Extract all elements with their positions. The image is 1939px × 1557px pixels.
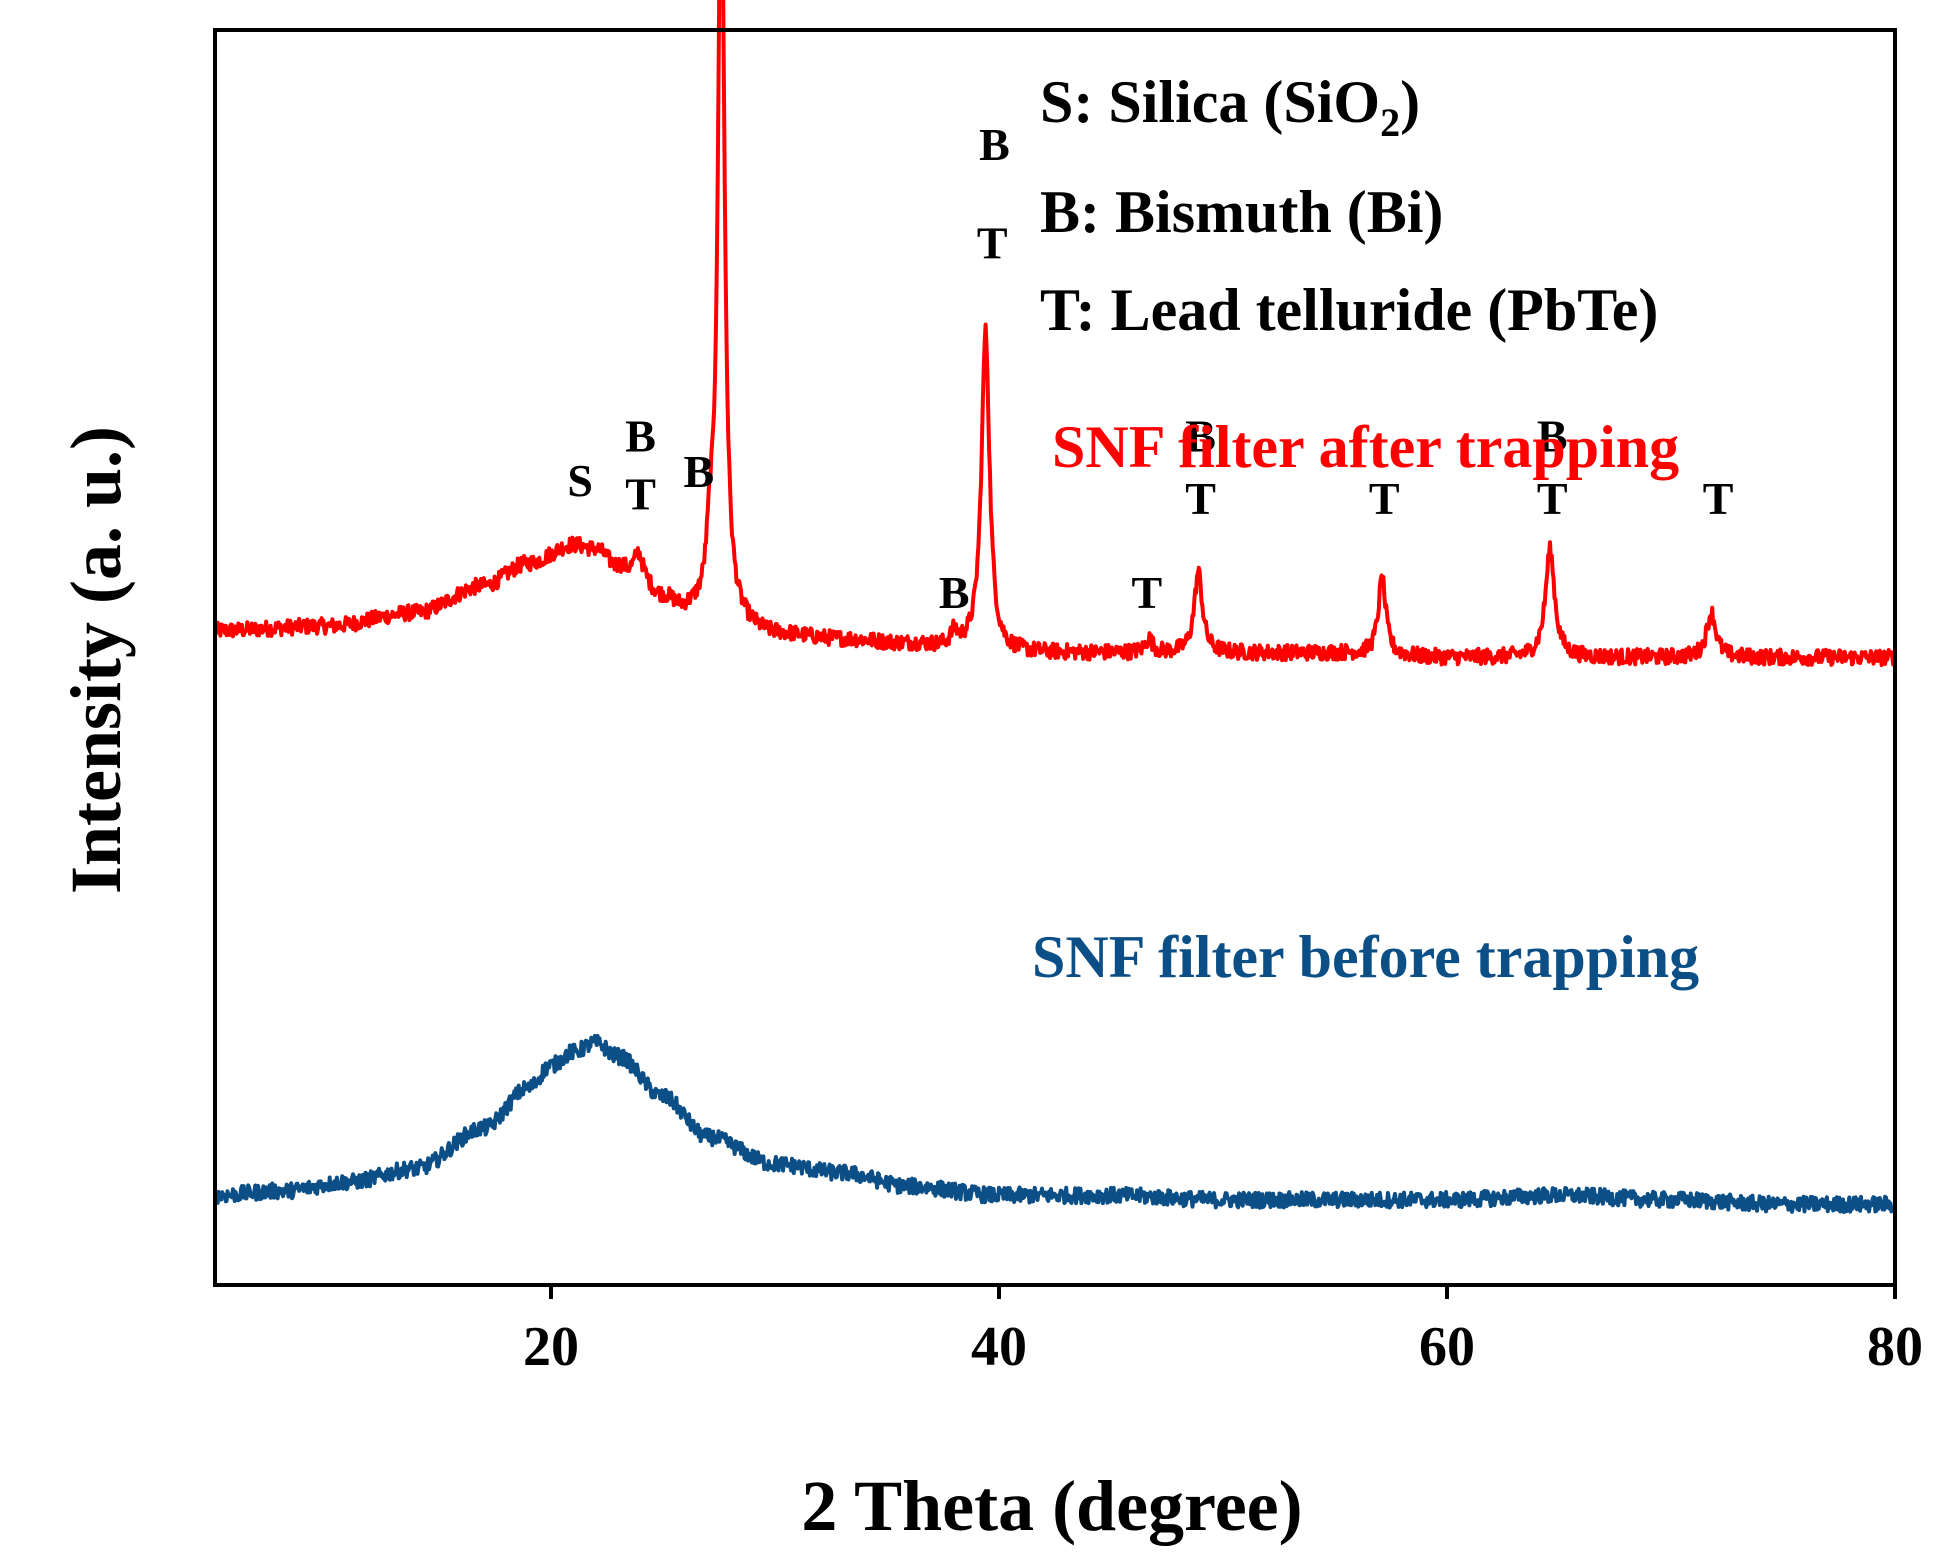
peak-label: B bbox=[1185, 410, 1216, 461]
peak-label: T bbox=[1537, 473, 1568, 524]
peak-label: T bbox=[1185, 473, 1216, 524]
legend-entry: T: Lead telluride (PbTe) bbox=[1040, 277, 1658, 343]
peak-label: B bbox=[625, 410, 656, 461]
series-label-after-trapping: SNF filter after trapping bbox=[1052, 414, 1679, 480]
y-axis-label: Intensity (a. u.) bbox=[56, 426, 136, 894]
peak-label: T bbox=[1131, 567, 1162, 618]
peak-label: B bbox=[1537, 410, 1568, 461]
peak-label: B bbox=[683, 446, 714, 497]
peak-label: B bbox=[939, 567, 970, 618]
peak-label: T bbox=[625, 469, 656, 520]
plot-frame bbox=[213, 28, 1897, 1287]
legend-suffix: ) bbox=[1400, 69, 1420, 135]
x-tick-label: 20 bbox=[523, 1316, 579, 1378]
x-tick-label: 60 bbox=[1419, 1316, 1475, 1378]
legend-entry: B: Bismuth (Bi) bbox=[1040, 179, 1443, 245]
legend-name: Bismuth (Bi) bbox=[1115, 179, 1443, 245]
peak-label: T bbox=[1703, 473, 1734, 524]
legend-subscript: 2 bbox=[1380, 100, 1400, 145]
peak-label: B bbox=[979, 119, 1010, 170]
series-label-before-trapping: SNF filter before trapping bbox=[1032, 924, 1699, 990]
x-ticks: 20 40 60 80 bbox=[523, 1285, 1923, 1378]
legend-key: T: bbox=[1040, 277, 1111, 343]
peak-label: T bbox=[1369, 473, 1400, 524]
legend-name: Silica (SiO bbox=[1108, 69, 1380, 135]
legend-key: B: bbox=[1040, 179, 1115, 245]
legend-key: S: bbox=[1040, 69, 1108, 135]
x-tick-label: 80 bbox=[1867, 1316, 1923, 1378]
legend-entry: S: Silica (SiO2) bbox=[1040, 69, 1420, 145]
peak-label: S bbox=[567, 455, 593, 506]
x-tick-label: 40 bbox=[971, 1316, 1027, 1378]
series-line-1 bbox=[213, 1033, 1897, 1214]
peak-annotations: STBBTBTBTTBTTBT bbox=[567, 119, 1734, 618]
series-layer bbox=[213, 0, 1897, 1214]
legend: S: Silica (SiO2)B: Bismuth (Bi)T: Lead t… bbox=[1040, 69, 1658, 343]
legend-name: Lead telluride (PbTe) bbox=[1111, 277, 1659, 343]
x-axis-label: 2 Theta (degree) bbox=[801, 1466, 1302, 1546]
series-line-0 bbox=[213, 0, 1897, 667]
peak-label: T bbox=[977, 218, 1008, 269]
